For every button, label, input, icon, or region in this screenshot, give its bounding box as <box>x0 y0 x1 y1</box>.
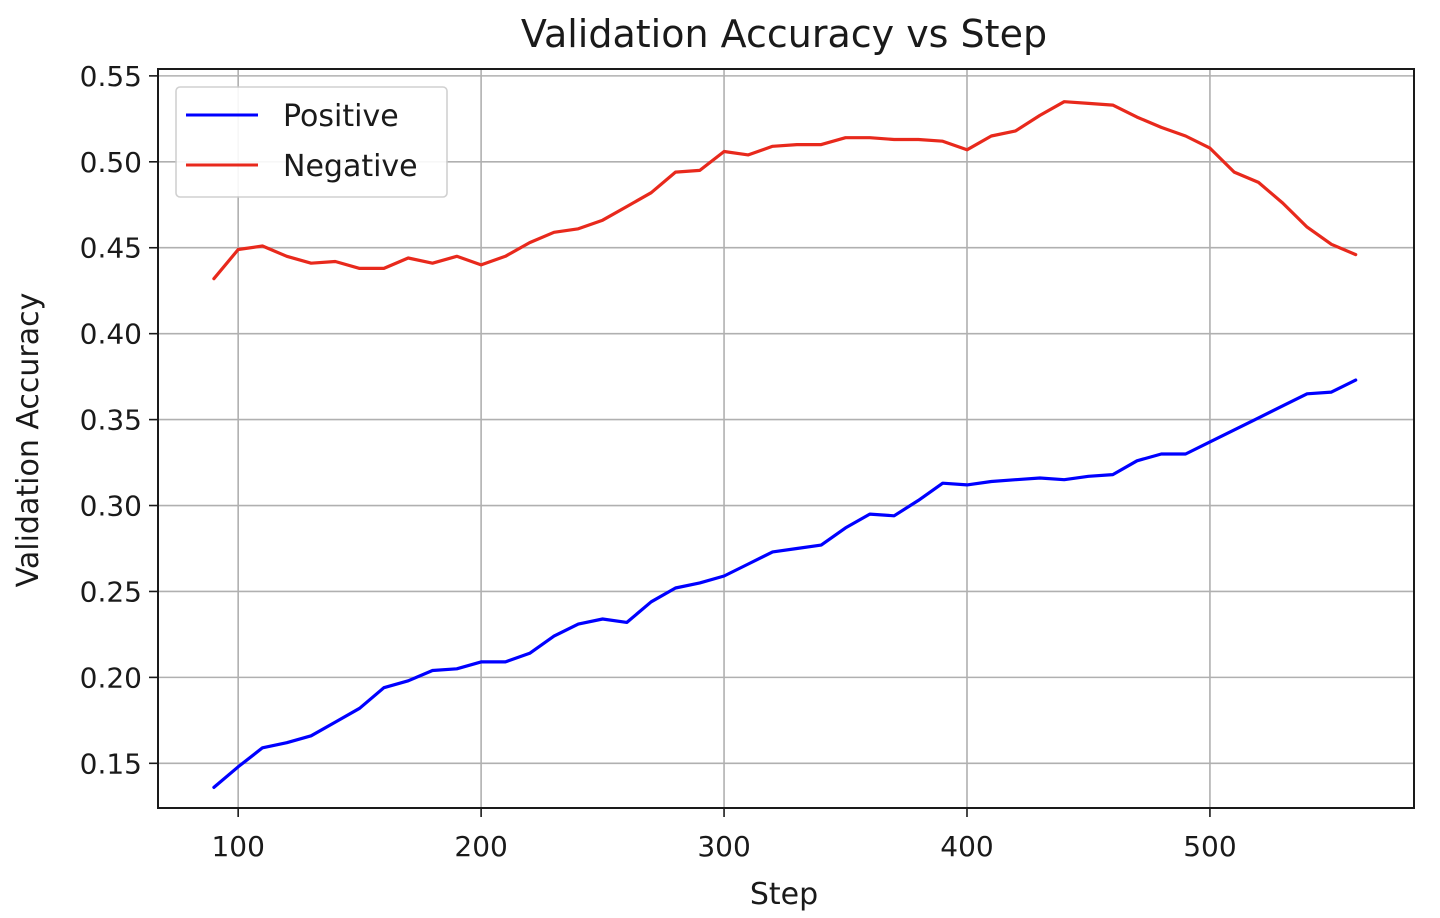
series-lines <box>212 100 1358 790</box>
legend: Positive Negative <box>175 86 448 198</box>
axis-ticks: 100 200 300 400 500 0.15 0.20 0.25 0.30 0.35 0.40 0… <box>80 60 1237 863</box>
x-axis-label: Step <box>750 877 818 912</box>
y-tick-label: 0.40 <box>80 318 142 351</box>
x-tick-label: 400 <box>940 830 993 863</box>
x-tick-label: 100 <box>211 830 264 863</box>
legend-label-negative: Negative <box>283 149 418 184</box>
x-tick-label: 300 <box>697 830 750 863</box>
y-axis-label: Validation Accuracy <box>11 293 46 588</box>
y-tick-label: 0.25 <box>80 575 142 608</box>
y-tick-label: 0.45 <box>80 232 142 265</box>
y-tick-label: 0.50 <box>80 146 142 179</box>
y-tick-label: 0.30 <box>80 490 142 523</box>
legend-label-positive: Positive <box>283 99 399 134</box>
chart-title: Validation Accuracy vs Step <box>521 12 1047 56</box>
series-line-positive <box>212 378 1358 790</box>
plot-frame <box>157 68 1415 809</box>
y-tick-label: 0.55 <box>80 60 142 93</box>
y-tick-label: 0.20 <box>80 661 142 694</box>
y-tick-label: 0.35 <box>80 404 142 437</box>
series-line-negative <box>212 100 1358 281</box>
y-tick-label: 0.15 <box>80 747 142 780</box>
grid-lines <box>158 69 1414 808</box>
x-tick-label: 500 <box>1183 830 1236 863</box>
x-tick-label: 200 <box>454 830 507 863</box>
